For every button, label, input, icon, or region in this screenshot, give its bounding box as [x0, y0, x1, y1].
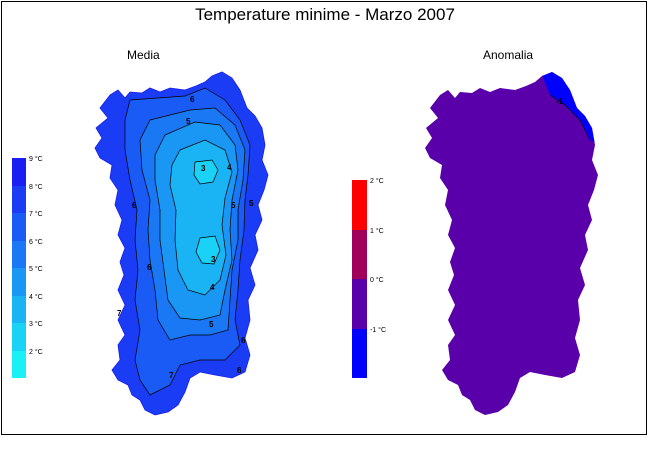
media-contour-labels: 6 5 3 4 5 5 6 3 6 4 5 7 6 6 7	[117, 95, 254, 380]
contour-label: 3	[201, 164, 206, 173]
media-contours	[124, 87, 251, 396]
legend-swatch	[12, 295, 26, 323]
legend-label: 3 °C	[29, 321, 43, 328]
contour-label: 5	[209, 320, 214, 329]
legend-label: 7 °C	[29, 211, 43, 218]
contour-label: 5	[249, 199, 254, 208]
media-band-3-south	[196, 236, 220, 264]
contour-label: 7	[117, 309, 122, 318]
contour-label: 7	[169, 371, 174, 380]
legend-label: 2 °C	[370, 178, 384, 185]
legend-swatch	[352, 279, 367, 329]
legend-swatch	[352, 229, 367, 279]
panel-label-anomalia: Anomalia	[483, 48, 534, 62]
legend-swatch	[12, 185, 26, 213]
legend-swatch	[12, 158, 26, 186]
legend-swatch	[12, 213, 26, 241]
contour-label: 3	[211, 255, 216, 264]
anomalia-map: -1	[425, 72, 598, 415]
legend-label: 6 °C	[29, 238, 43, 246]
media-map: 6 5 3 4 5 5 6 3 6 4 5 7 6 6 7	[94, 71, 269, 416]
contour-label: 6	[147, 263, 152, 272]
legend-label: -1 °C	[370, 326, 387, 334]
contour-label: 5	[231, 201, 236, 210]
contour-label: 5	[186, 117, 191, 126]
legend-swatch	[12, 240, 26, 268]
legend-swatch	[12, 350, 26, 378]
legend-label: 8 °C	[29, 183, 43, 191]
legend-media: 9 °C 8 °C 7 °C 6 °C 5 °C 4 °C 3 °C 2 °C	[12, 156, 72, 380]
legend-label: 4 °C	[29, 293, 43, 301]
legend-swatch	[352, 328, 367, 378]
legend-swatch	[352, 180, 367, 230]
contour-label: 6	[190, 95, 195, 104]
legend-label: 1 °C	[370, 227, 384, 235]
legend-anomalia: 2 °C 1 °C 0 °C -1 °C	[352, 178, 412, 380]
legend-swatch	[12, 323, 26, 351]
contour-label: 6	[241, 336, 246, 345]
contour-label: 4	[227, 163, 232, 172]
contour-label: 4	[210, 283, 215, 292]
anomalia-land	[425, 72, 598, 415]
page-title: Temperature minime - Marzo 2007	[195, 5, 455, 24]
contour-label: 6	[132, 201, 137, 210]
contour-label: 6	[237, 366, 242, 375]
legend-swatch	[12, 268, 26, 296]
legend-label: 5 °C	[29, 266, 43, 273]
legend-label: 0 °C	[370, 277, 384, 284]
media-band-3-north	[194, 160, 218, 184]
panel-label-media: Media	[127, 48, 160, 62]
legend-label: 9 °C	[29, 156, 43, 163]
contour-label: -1	[556, 97, 564, 106]
legend-label: 2 °C	[29, 348, 43, 356]
